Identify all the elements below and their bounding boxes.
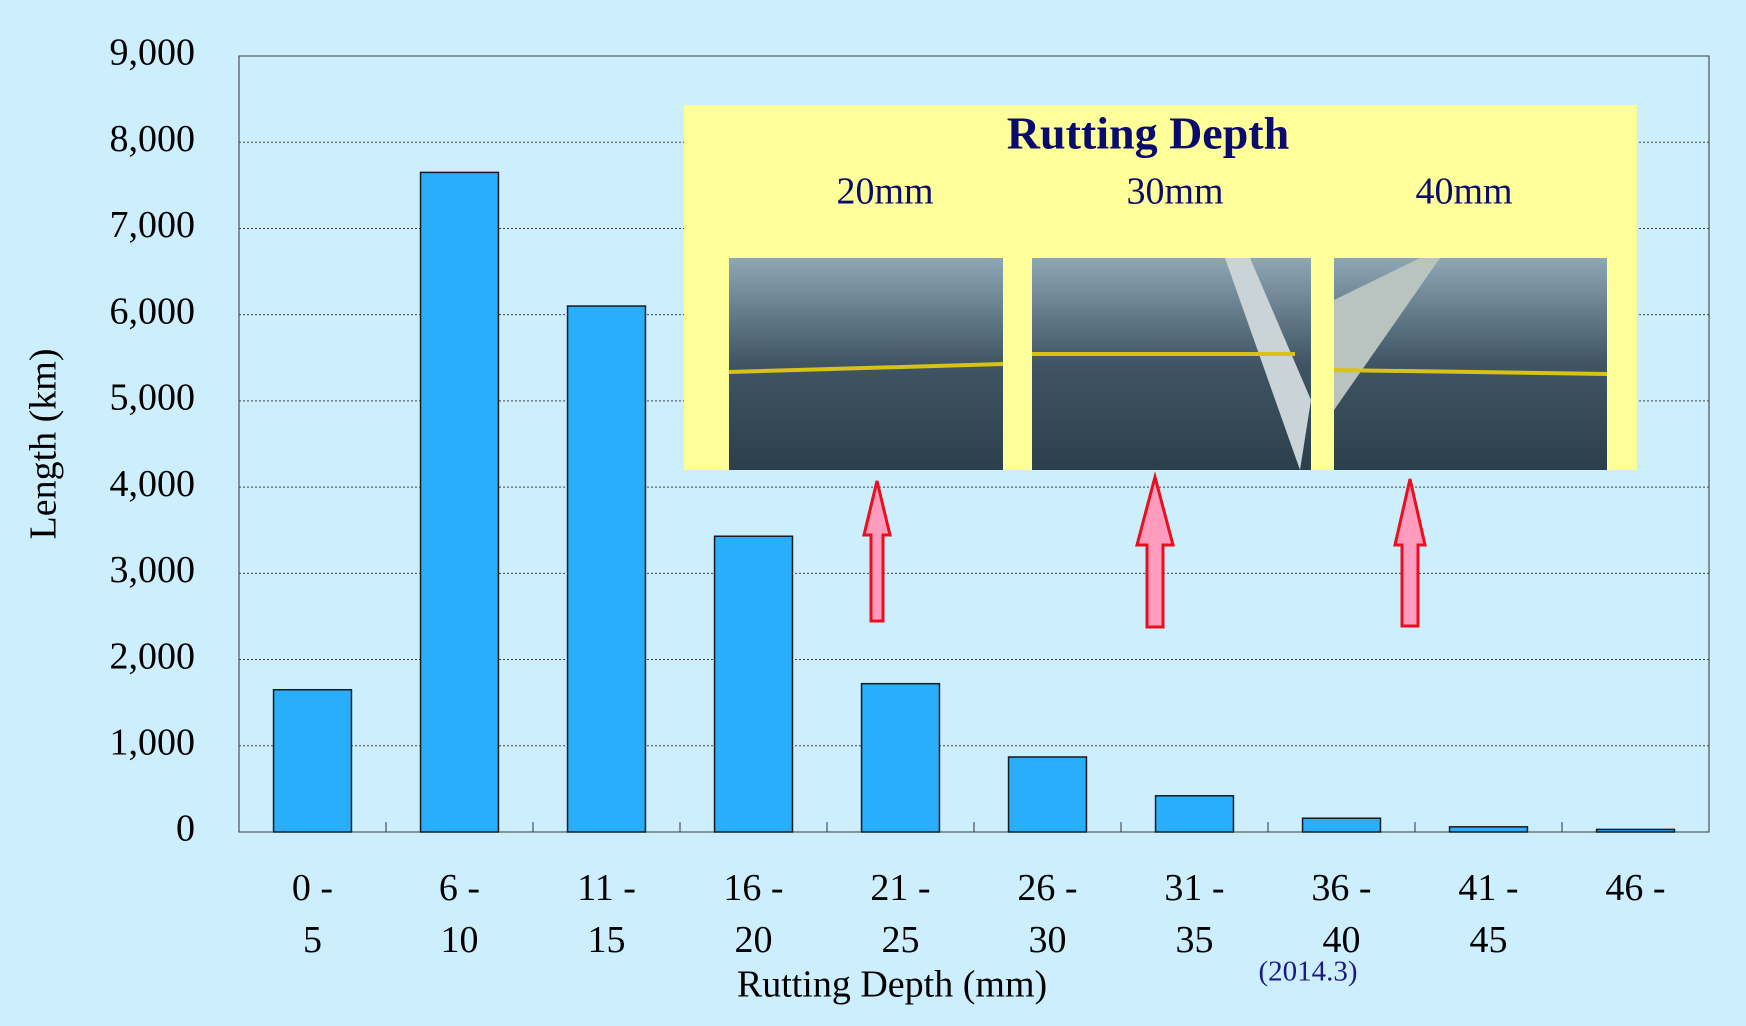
y-tick-label: 1,000	[110, 721, 196, 763]
bar	[568, 306, 646, 832]
x-tick-label: 46 -	[1605, 867, 1665, 909]
y-tick-label: 5,000	[110, 377, 196, 419]
bar	[274, 690, 352, 832]
photo	[1032, 258, 1311, 470]
inset-label: 20mm	[836, 171, 933, 213]
bar	[1009, 757, 1087, 832]
bar	[421, 172, 499, 832]
inset: Rutting Depth 20mm 30mm 40mm	[684, 105, 1637, 470]
chart: Length (km) Rutting Depth (mm) (2014.3) …	[0, 0, 1746, 1026]
bar	[862, 684, 940, 832]
y-tick-label: 3,000	[110, 549, 196, 591]
bar	[715, 536, 793, 832]
y-tick-label: 9,000	[110, 32, 196, 74]
y-tick-label: 6,000	[110, 290, 196, 332]
bar	[1156, 796, 1234, 832]
y-tick-label: 7,000	[110, 204, 196, 246]
bar	[1303, 818, 1381, 832]
y-tick-label: 0	[176, 808, 195, 850]
inset-label: 30mm	[1126, 171, 1223, 213]
inset-title: Rutting Depth	[1007, 108, 1289, 159]
y-tick-label: 4,000	[110, 463, 196, 505]
x-axis-title: Rutting Depth (mm)	[737, 964, 1047, 1006]
inset-label: 40mm	[1415, 171, 1512, 213]
page: Length (km) Rutting Depth (mm) (2014.3) …	[0, 0, 1746, 1026]
photo	[1334, 258, 1607, 470]
y-tick-label: 2,000	[110, 635, 196, 677]
y-tick-label: 8,000	[110, 118, 196, 160]
bar	[1597, 829, 1675, 832]
bar	[1450, 827, 1528, 832]
photo	[729, 258, 1003, 470]
y-axis-title: Length (km)	[23, 348, 65, 539]
